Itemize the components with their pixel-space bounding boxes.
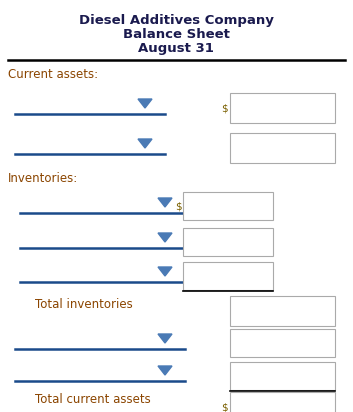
Text: $: $: [175, 201, 182, 211]
Polygon shape: [158, 334, 172, 343]
Text: Diesel Additives Company: Diesel Additives Company: [79, 14, 274, 27]
Polygon shape: [158, 198, 172, 207]
FancyBboxPatch shape: [230, 93, 335, 123]
FancyBboxPatch shape: [230, 362, 335, 390]
Text: $: $: [221, 402, 228, 412]
FancyBboxPatch shape: [183, 228, 273, 256]
FancyBboxPatch shape: [230, 392, 335, 412]
FancyBboxPatch shape: [183, 192, 273, 220]
Text: Inventories:: Inventories:: [8, 172, 78, 185]
Polygon shape: [158, 267, 172, 276]
Polygon shape: [138, 139, 152, 148]
Text: Balance Sheet: Balance Sheet: [122, 28, 229, 41]
Text: Current assets:: Current assets:: [8, 68, 98, 81]
Polygon shape: [138, 99, 152, 108]
Text: August 31: August 31: [138, 42, 214, 55]
FancyBboxPatch shape: [230, 296, 335, 326]
FancyBboxPatch shape: [183, 262, 273, 290]
FancyBboxPatch shape: [230, 133, 335, 163]
Polygon shape: [158, 366, 172, 375]
Text: Total current assets: Total current assets: [35, 393, 151, 406]
Polygon shape: [158, 233, 172, 242]
FancyBboxPatch shape: [230, 329, 335, 357]
Text: $: $: [221, 103, 228, 113]
Text: Total inventories: Total inventories: [35, 298, 133, 311]
